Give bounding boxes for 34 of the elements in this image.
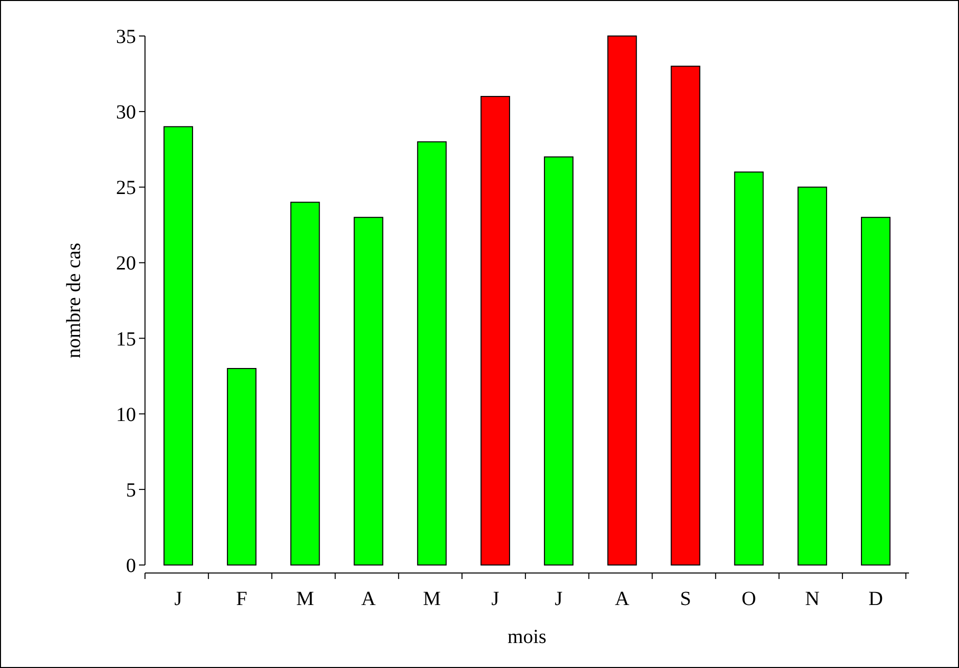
bar — [798, 186, 828, 566]
y-tick-label: 35 — [116, 26, 136, 48]
y-tick-label: 30 — [116, 102, 136, 124]
x-tick-label: N — [805, 588, 820, 610]
y-tick-label: 0 — [126, 555, 136, 577]
bar — [226, 368, 256, 566]
bar — [417, 141, 447, 566]
x-tick-label: D — [868, 588, 883, 610]
y-tick-label: 25 — [116, 177, 136, 200]
bar — [607, 36, 637, 566]
x-tick-label: J — [491, 588, 500, 610]
y-axis-title: nombre de cas — [63, 242, 85, 358]
bar — [544, 156, 574, 566]
bar — [290, 202, 320, 566]
y-tick-label: 15 — [116, 328, 136, 350]
x-tick-label: M — [296, 588, 314, 610]
bar — [670, 66, 700, 566]
y-tick-label: 20 — [116, 252, 136, 275]
x-axis-title: mois — [508, 626, 547, 648]
bar — [860, 216, 890, 566]
y-tick-label: 10 — [116, 404, 136, 426]
bar — [734, 172, 764, 566]
x-tick-label: A — [361, 588, 376, 610]
x-tick-label: F — [236, 588, 248, 610]
bar — [480, 96, 510, 566]
x-tick-label: S — [680, 588, 692, 610]
x-tick-label: A — [614, 588, 630, 610]
x-tick-label: O — [742, 588, 756, 610]
x-tick-label: J — [174, 588, 182, 610]
x-tick-label: J — [554, 588, 563, 610]
x-tick-label: M — [423, 588, 441, 610]
y-tick-label: 5 — [126, 479, 136, 502]
bar — [164, 126, 194, 566]
bar — [354, 216, 384, 566]
